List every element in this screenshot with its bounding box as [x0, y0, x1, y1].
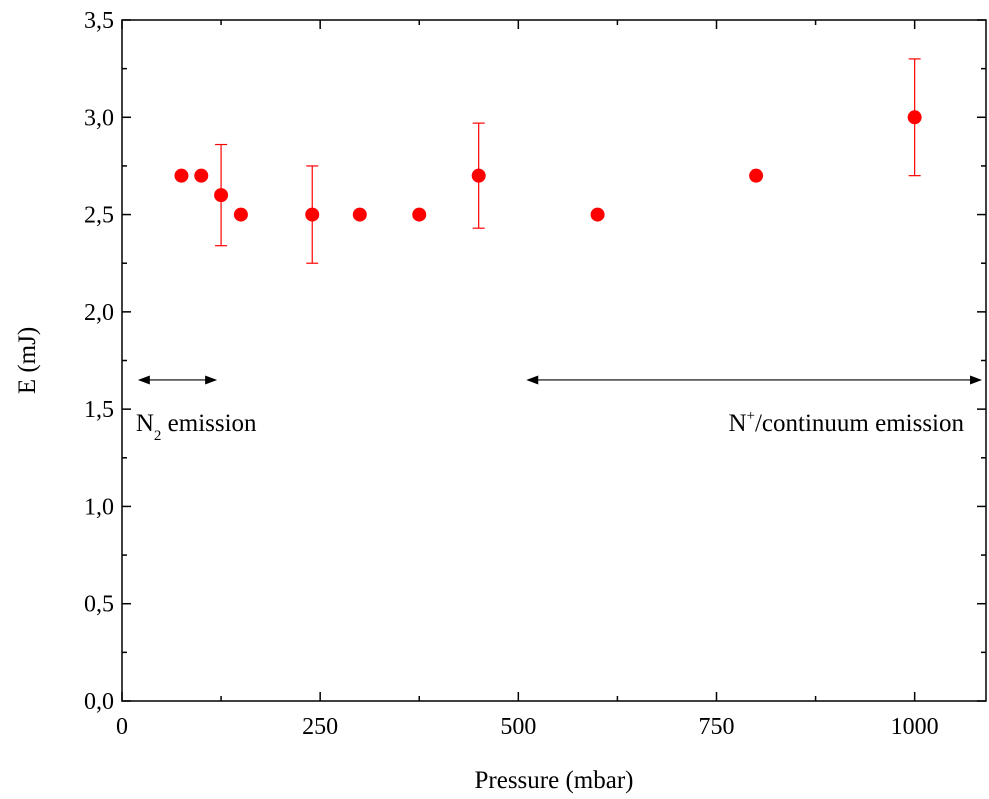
arrow-head-right — [205, 375, 218, 385]
data-point — [749, 168, 764, 183]
axis-ticks — [121, 19, 986, 702]
plot-frame — [121, 19, 987, 702]
data-points — [174, 110, 922, 222]
data-point — [590, 207, 605, 222]
data-point — [352, 207, 367, 222]
annotation-label-rest: emission — [161, 410, 257, 437]
arrow-head-left — [137, 375, 150, 385]
y-tick-label: 0,5 — [84, 592, 114, 618]
data-point — [194, 168, 209, 183]
y-tick-label: 3,5 — [84, 8, 114, 34]
annotation-1: N2 emission — [136, 375, 257, 444]
data-point — [233, 207, 248, 222]
y-tick-label: 2,5 — [84, 203, 114, 229]
annotation-2: N+/continuum emission — [526, 375, 983, 437]
annotation-label-script: 2 — [154, 428, 162, 444]
x-tick-label: 0 — [116, 714, 128, 740]
arrow-head-left — [526, 375, 539, 385]
y-axis-title: E (mJ) — [14, 327, 41, 394]
annotation-label: N+/continuum emission — [728, 408, 964, 437]
annotation-label-main: N — [136, 410, 154, 437]
x-tick-label: 1000 — [891, 714, 939, 740]
plot-border — [121, 19, 987, 702]
error-bars — [215, 58, 921, 264]
x-tick-label: 500 — [500, 714, 536, 740]
data-point — [214, 188, 229, 203]
arrow-head-right — [970, 375, 983, 385]
data-point — [907, 110, 922, 125]
x-tick-label: 250 — [302, 714, 338, 740]
annotations: N2 emission N+/continuum emission — [136, 375, 983, 444]
data-point — [305, 207, 320, 222]
annotation-label-main: N — [728, 410, 746, 437]
y-tick-label: 1,5 — [84, 397, 114, 423]
x-tick-label: 750 — [698, 714, 734, 740]
data-point — [471, 168, 486, 183]
data-point — [174, 168, 189, 183]
y-tick-label: 0,0 — [84, 689, 114, 715]
data-point — [412, 207, 427, 222]
y-tick-label: 3,0 — [84, 105, 114, 131]
tick-labels: 0 250 500 750 1000 0,0 0,5 1,0 1,5 2,0 2,5 3,0 3,5 — [84, 8, 939, 740]
y-tick-label: 2,0 — [84, 300, 114, 326]
y-tick-label: 1,0 — [84, 494, 114, 520]
x-axis-title: Pressure (mbar) — [475, 767, 634, 794]
annotation-label: N2 emission — [136, 410, 257, 444]
annotation-label-script: + — [747, 408, 755, 424]
annotation-label-rest: /continuum emission — [755, 410, 965, 437]
